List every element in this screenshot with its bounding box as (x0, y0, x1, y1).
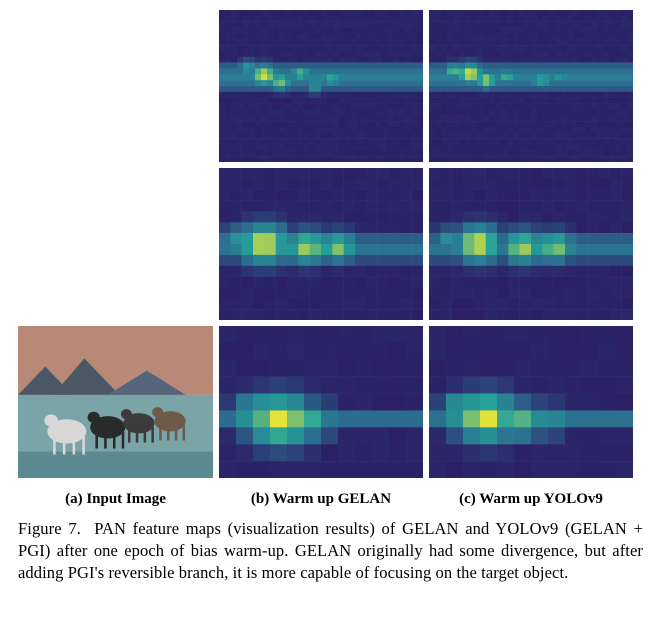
column-label-a: (a) Input Image (18, 489, 213, 508)
column-label-c: (c) Warm up YOLOv9 (429, 489, 633, 508)
heatmap-c-row0 (429, 10, 633, 162)
heatmap-b-row2 (219, 326, 423, 478)
input-image (18, 326, 213, 478)
heatmap-c-row1 (429, 168, 633, 320)
empty-cell-r0c0 (18, 10, 213, 162)
heatmap-c-row2 (429, 326, 633, 478)
figure-caption: Figure 7. PAN feature maps (visualizatio… (18, 518, 643, 583)
figure-caption-label: Figure 7. (18, 519, 81, 538)
figure-caption-text: PAN feature maps (visualization results)… (18, 519, 643, 582)
figure-grid: (a) Input Image (b) Warm up GELAN (c) Wa… (18, 10, 643, 508)
column-label-b: (b) Warm up GELAN (219, 489, 423, 508)
heatmap-b-row0 (219, 10, 423, 162)
empty-cell-r1c0 (18, 168, 213, 320)
heatmap-b-row1 (219, 168, 423, 320)
